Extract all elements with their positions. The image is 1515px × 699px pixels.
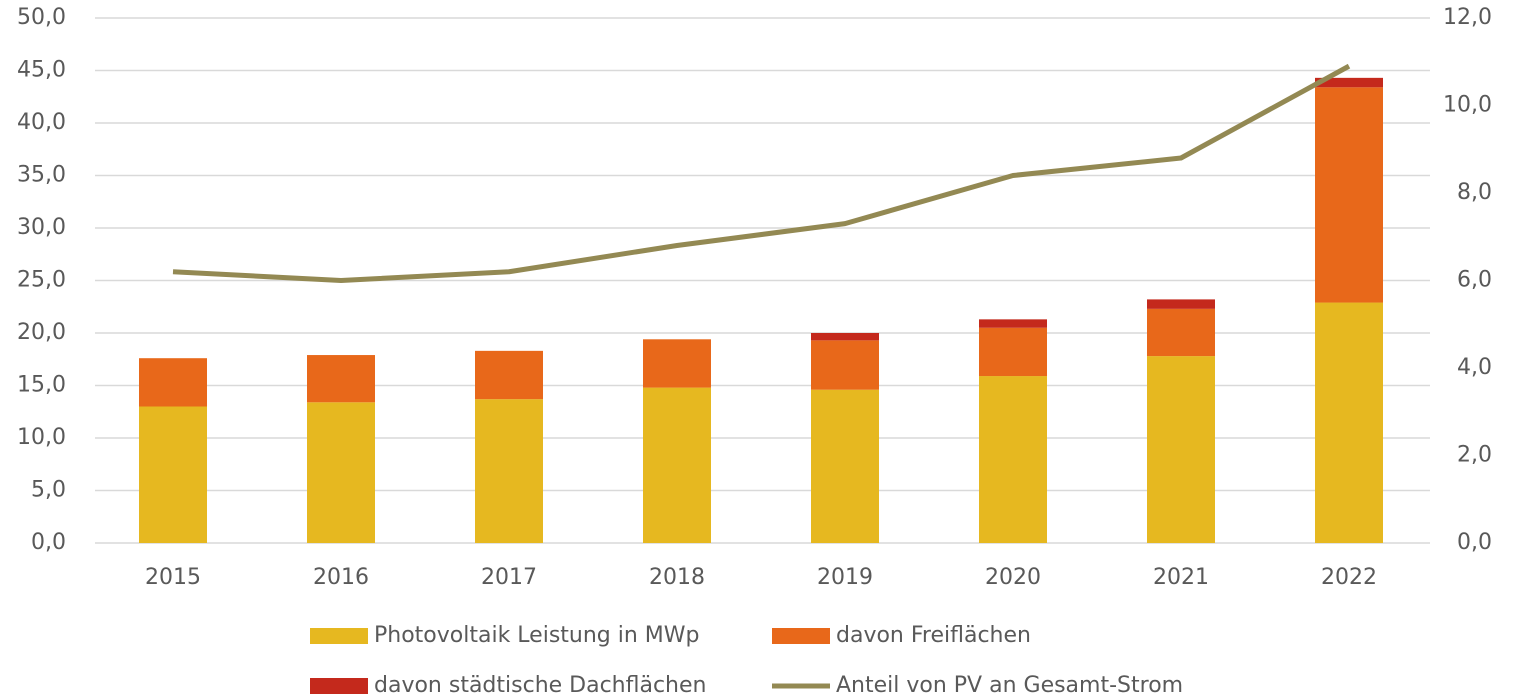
legend-swatch bbox=[310, 678, 368, 694]
y-tick-label: 10,0 bbox=[17, 425, 66, 450]
line bbox=[172, 63, 1351, 283]
y-tick-label: 5,0 bbox=[31, 478, 66, 503]
y-tick-label: 15,0 bbox=[17, 373, 66, 398]
bar-segment bbox=[979, 319, 1047, 328]
bar-segment bbox=[979, 376, 1047, 543]
y2-tick-label: 0,0 bbox=[1457, 530, 1492, 555]
legend-swatch bbox=[310, 628, 368, 644]
bar-segment bbox=[475, 399, 543, 543]
legend-swatch bbox=[772, 628, 830, 644]
bar-segment bbox=[1315, 302, 1383, 543]
bar-segment bbox=[643, 387, 711, 543]
legend-label: Photovoltaik Leistung in MWp bbox=[374, 623, 700, 648]
bar-segment bbox=[1147, 308, 1215, 357]
y2-tick-label: 12,0 bbox=[1443, 5, 1492, 30]
legend-label: Anteil von PV an Gesamt-Strom bbox=[836, 673, 1183, 698]
x-tick-label: 2022 bbox=[1321, 565, 1377, 590]
x-tick-label: 2020 bbox=[985, 565, 1041, 590]
y-tick-label: 25,0 bbox=[17, 268, 66, 293]
legend-label: davon städtische Dachflächen bbox=[374, 673, 706, 698]
bar-segment bbox=[139, 358, 207, 407]
y-tick-label: 50,0 bbox=[17, 5, 66, 30]
x-tick-label: 2021 bbox=[1153, 565, 1209, 590]
y2-tick-label: 2,0 bbox=[1457, 443, 1492, 468]
bar-segment bbox=[139, 406, 207, 543]
bar-segment bbox=[643, 339, 711, 388]
bar-segment bbox=[1315, 87, 1383, 303]
y-tick-label: 30,0 bbox=[17, 215, 66, 240]
bar-segment bbox=[475, 350, 543, 400]
x-tick-label: 2018 bbox=[649, 565, 705, 590]
bar-segment bbox=[307, 402, 375, 543]
bar-segment bbox=[811, 333, 879, 341]
y-tick-label: 40,0 bbox=[17, 110, 66, 135]
y2-tick-label: 10,0 bbox=[1443, 93, 1492, 118]
y-tick-label: 45,0 bbox=[17, 58, 66, 83]
bar-segment bbox=[1147, 299, 1215, 309]
bar-segment bbox=[979, 327, 1047, 377]
y-tick-label: 0,0 bbox=[31, 530, 66, 555]
y2-tick-label: 8,0 bbox=[1457, 180, 1492, 205]
y-tick-label: 20,0 bbox=[17, 320, 66, 345]
x-tick-label: 2019 bbox=[817, 565, 873, 590]
bar-segment bbox=[811, 389, 879, 543]
x-tick-label: 2016 bbox=[313, 565, 369, 590]
x-tick-label: 2015 bbox=[145, 565, 201, 590]
legend-label: davon Freiflächen bbox=[836, 623, 1031, 648]
bar-segment bbox=[811, 340, 879, 390]
y2-tick-label: 4,0 bbox=[1457, 355, 1492, 380]
bar-segment bbox=[1147, 356, 1215, 543]
y2-tick-label: 6,0 bbox=[1457, 268, 1492, 293]
y-tick-label: 35,0 bbox=[17, 163, 66, 188]
bar-segment bbox=[307, 355, 375, 403]
x-tick-label: 2017 bbox=[481, 565, 537, 590]
bar-segment bbox=[1315, 77, 1383, 88]
